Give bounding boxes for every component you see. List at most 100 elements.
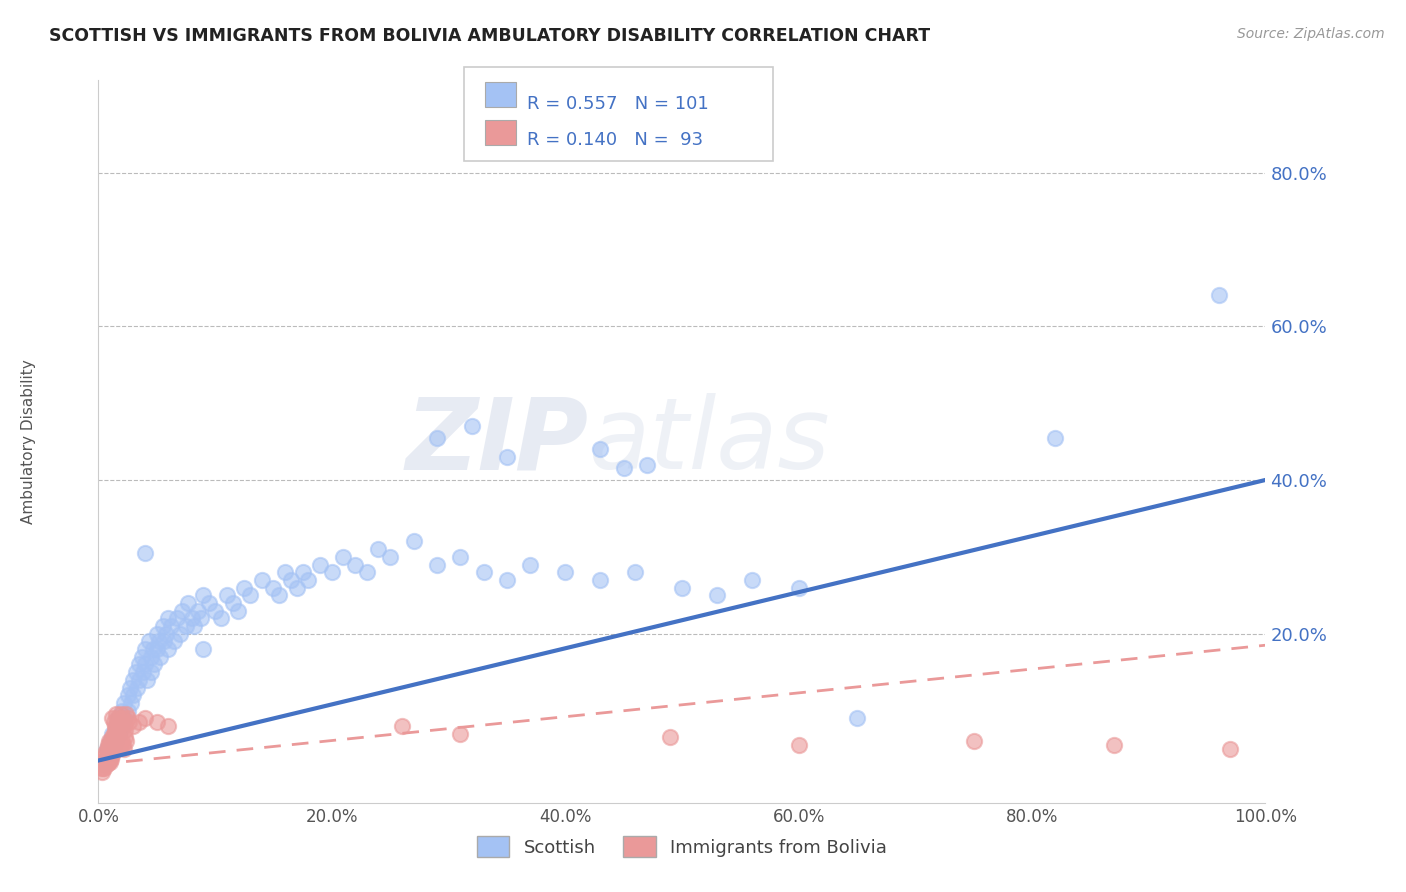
Point (97, 756, 120, 770)
Point (367, 542, 389, 557)
Point (90, 757, 112, 772)
Point (180, 611, 202, 625)
Point (157, 719, 180, 733)
Point (101, 726, 124, 740)
Point (589, 573, 612, 587)
Point (97, 748, 120, 763)
Point (177, 596, 200, 610)
Text: ZIP: ZIP (405, 393, 589, 490)
Point (104, 729, 127, 743)
Point (108, 726, 131, 740)
Point (122, 719, 145, 733)
Point (118, 715, 141, 730)
Point (110, 707, 132, 722)
Point (157, 611, 180, 625)
Point (105, 732, 128, 747)
Point (149, 649, 172, 664)
Point (94, 746, 117, 760)
Text: R = 0.557   N = 101: R = 0.557 N = 101 (527, 95, 709, 112)
Point (356, 565, 378, 579)
Point (100, 752, 122, 766)
Point (96, 742, 118, 756)
Point (146, 642, 169, 657)
Point (291, 565, 314, 579)
Point (204, 604, 226, 618)
Point (104, 719, 127, 733)
Point (402, 534, 425, 549)
Point (97, 749, 120, 764)
Point (380, 549, 402, 564)
Point (613, 461, 636, 475)
Point (159, 619, 181, 633)
Point (139, 649, 162, 664)
Point (104, 735, 127, 749)
Point (98, 738, 121, 752)
Point (90, 765, 112, 780)
Point (183, 619, 205, 633)
Point (104, 734, 127, 748)
Point (98, 755, 121, 769)
Point (104, 719, 127, 733)
Point (846, 711, 869, 725)
Point (128, 715, 150, 730)
Point (172, 604, 194, 618)
Point (91, 754, 114, 768)
Point (1102, 738, 1125, 752)
Point (103, 726, 125, 740)
Point (93, 761, 115, 775)
Point (93, 749, 115, 764)
Point (104, 740, 127, 755)
Point (152, 619, 174, 633)
Point (262, 581, 284, 595)
Point (636, 458, 658, 472)
Point (91, 761, 114, 775)
Point (98, 734, 121, 748)
Point (741, 573, 763, 587)
Text: Source: ZipAtlas.com: Source: ZipAtlas.com (1237, 27, 1385, 41)
Point (97, 738, 120, 752)
Point (104, 707, 127, 722)
Point (134, 711, 156, 725)
Point (111, 719, 134, 733)
Point (250, 573, 273, 587)
Point (98, 749, 121, 764)
Point (100, 734, 122, 748)
Point (143, 657, 166, 672)
Point (96, 749, 118, 764)
Point (118, 681, 141, 695)
Point (426, 431, 449, 445)
Point (101, 743, 124, 757)
Point (97, 742, 120, 756)
Point (91, 757, 114, 772)
Point (111, 738, 134, 752)
Point (148, 634, 170, 648)
Point (554, 565, 576, 579)
Point (122, 673, 145, 687)
Point (496, 573, 519, 587)
Point (426, 558, 449, 572)
Point (193, 642, 215, 657)
Point (187, 604, 209, 618)
Point (101, 748, 124, 763)
Point (104, 742, 127, 756)
Point (104, 723, 127, 737)
Point (157, 642, 180, 657)
Point (115, 734, 138, 748)
Point (103, 742, 125, 756)
Point (461, 419, 484, 434)
Point (332, 549, 354, 564)
Point (787, 581, 810, 595)
Point (115, 707, 138, 722)
Text: R = 0.140   N =  93: R = 0.140 N = 93 (527, 131, 703, 149)
Point (107, 715, 129, 730)
Point (146, 626, 169, 640)
Point (105, 726, 128, 740)
Point (496, 450, 519, 464)
Point (114, 723, 136, 737)
Point (136, 673, 159, 687)
Point (112, 711, 135, 725)
Point (1208, 288, 1230, 302)
Point (103, 744, 125, 758)
Point (139, 665, 162, 680)
Point (125, 665, 148, 680)
